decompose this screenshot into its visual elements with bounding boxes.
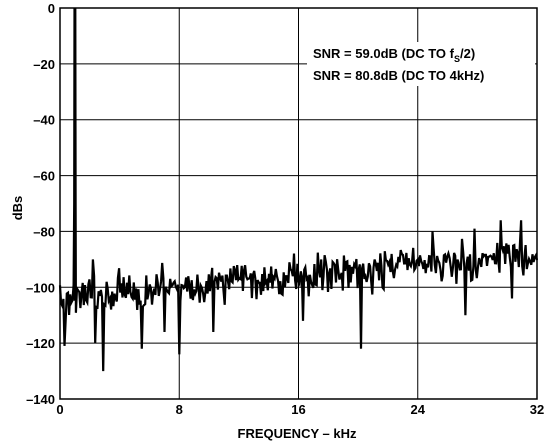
- snr-line-1: SNR = 59.0dB (DC TO fS/2): [313, 46, 475, 64]
- x-axis-label: FREQUENCY – kHz: [238, 426, 357, 441]
- y-tick-label: –60: [33, 169, 55, 184]
- y-tick-label: –40: [33, 113, 55, 128]
- y-tick-label: –80: [33, 224, 55, 239]
- y-tick-label: –120: [26, 336, 55, 351]
- spectrum-series: [58, 7, 539, 372]
- y-axis-label: dBs: [10, 196, 25, 221]
- snr-line-1-prefix: SNR = 59.0dB (DC TO f: [313, 46, 455, 61]
- y-axis-ticks: 0 –20 –40 –60 –80 –100 –120 –140: [26, 1, 55, 407]
- x-tick-label: 8: [176, 402, 183, 417]
- snr-line-2: SNR = 80.8dB (DC TO 4kHz): [313, 68, 484, 83]
- y-tick-label: –100: [26, 280, 55, 295]
- x-tick-label: 16: [291, 402, 305, 417]
- plot-frame: [59, 7, 538, 400]
- x-tick-label: 32: [530, 402, 544, 417]
- snr-line-1-suffix: /2): [460, 46, 475, 61]
- x-axis-ticks: 0 8 16 24 32: [56, 402, 544, 417]
- y-tick-label: 0: [48, 1, 55, 16]
- snr-line-1-subscript: S: [454, 54, 460, 64]
- snr-annotation: SNR = 59.0dB (DC TO fS/2) SNR = 80.8dB (…: [307, 42, 535, 86]
- x-tick-label: 0: [56, 402, 63, 417]
- y-tick-label: –140: [26, 392, 55, 407]
- series-line: [58, 7, 539, 372]
- x-tick-label: 24: [411, 402, 426, 417]
- annotation-background: [307, 42, 535, 86]
- y-tick-label: –20: [33, 57, 55, 72]
